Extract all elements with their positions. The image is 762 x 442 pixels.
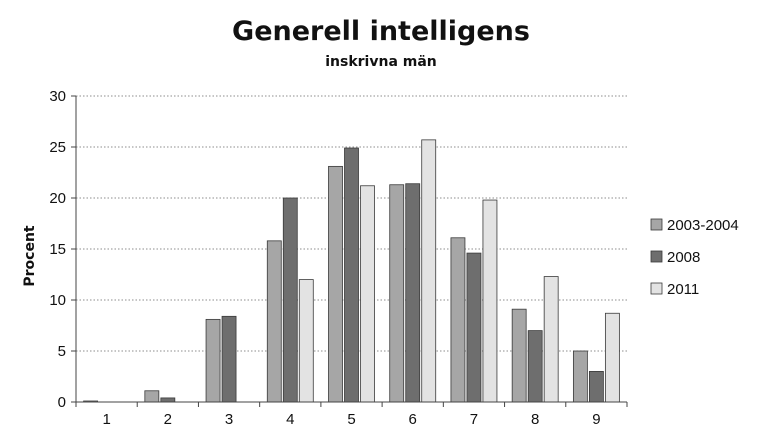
y-tick-label: 15 [49,241,66,258]
y-tick-label: 0 [58,394,66,411]
legend-label: 2008 [667,249,700,266]
bar-2008-8 [527,330,543,403]
bar-2008-5 [344,147,359,403]
bar-2003-2004-2 [144,390,160,403]
x-tick-label: 6 [409,411,417,428]
y-axis-label: Procent [22,225,38,287]
y-tick-label: 10 [49,292,66,309]
legend-label: 2011 [667,281,699,298]
x-tick-label: 2 [164,411,172,428]
bar-2008-4 [282,197,298,403]
legend-item: 2011 [650,281,699,298]
bar-2011-5 [360,185,375,403]
x-tick-label: 9 [592,411,600,428]
legend-item: 2008 [650,249,700,266]
legend-swatch [650,250,663,263]
x-tick-label: 7 [470,411,478,428]
y-tick-labels: 0 5 10 15 20 25 30 [49,88,76,411]
legend-item: 2003-2004 [650,217,739,234]
bar-2003-2004-9 [572,350,588,403]
chart-subtitle: inskrivna män [325,54,437,70]
bar-2008-2 [160,397,176,403]
bar-2008-9 [588,370,604,403]
bar-2003-2004-3 [205,318,221,403]
bar-2003-2004-7 [450,237,466,403]
x-tick-label: 8 [531,411,539,428]
y-tick-label: 30 [49,88,66,105]
y-tick-label: 20 [49,190,66,207]
bars [83,139,620,403]
legend-swatch [650,218,663,231]
bar-2003-2004-5 [328,165,343,403]
bar-2008-6 [405,183,421,403]
x-tick-label: 4 [286,411,294,428]
axes [75,96,627,403]
legend: 2003-2004 2008 2011 [650,217,739,298]
legend-swatch [650,282,663,295]
bar-2003-2004-8 [511,308,527,403]
bar-2008-3 [221,315,237,403]
bar-2011-8 [543,276,559,403]
y-tick-label: 25 [49,139,66,156]
chart-title: Generell intelligens [232,16,530,47]
bar-2011-6 [421,139,437,403]
x-tick-label: 1 [102,411,110,428]
x-tick-label: 5 [347,411,355,428]
y-tick-label: 5 [58,343,66,360]
bar-2011-9 [604,312,620,403]
legend-label: 2003-2004 [667,217,739,234]
bar-2003-2004-6 [389,184,405,403]
bar-2011-7 [482,199,498,403]
x-tick-labels: 1 2 3 4 5 6 7 8 9 [75,402,628,428]
bar-2003-2004-4 [266,240,282,403]
bar-2011-4 [298,279,314,403]
x-tick-label: 3 [225,411,233,428]
bar-2008-7 [466,252,482,403]
